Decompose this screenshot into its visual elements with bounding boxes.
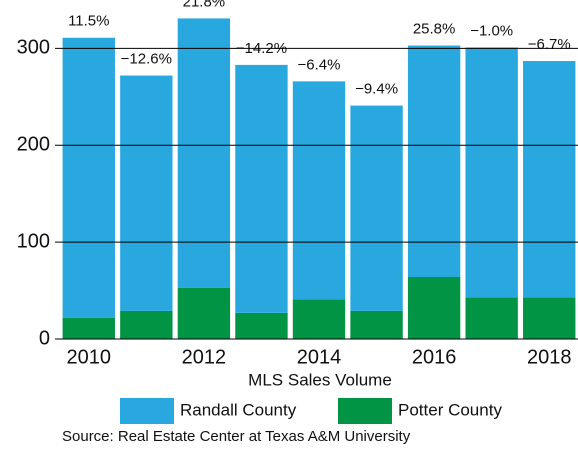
bar-segment: [292, 81, 346, 300]
bar-segment: [62, 37, 115, 318]
bar-segment: [235, 64, 288, 313]
bar-segment: [350, 105, 403, 311]
y-tick-label: 200: [17, 134, 50, 156]
x-tick-label: 2014: [297, 346, 342, 368]
bar-segment: [235, 312, 288, 339]
bar-segment: [523, 61, 576, 298]
bar-segment: [407, 277, 461, 339]
change-label: 11.5%: [68, 13, 109, 30]
change-label: −9.4%: [355, 81, 398, 98]
bar-segment: [177, 287, 231, 339]
x-tick-label: 2010: [67, 346, 112, 368]
change-label: −6.4%: [298, 56, 341, 73]
x-tick-label: 2018: [527, 346, 572, 368]
bar-segment: [62, 317, 115, 339]
x-tick-label: 2016: [412, 346, 457, 368]
bar-segment: [523, 297, 576, 339]
bar-segment: [407, 45, 461, 278]
bar-segment: [292, 299, 346, 339]
legend-label: Potter County: [398, 400, 502, 419]
change-label: −6.7%: [528, 36, 571, 53]
change-label: −1.0%: [470, 22, 513, 39]
bar-segment: [120, 75, 173, 311]
bar-segment: [465, 47, 518, 298]
x-tick-label: 2012: [182, 346, 227, 368]
legend-swatch: [338, 398, 392, 424]
change-label: −12.6%: [121, 51, 172, 68]
y-tick-label: 0: [39, 327, 50, 349]
legend-label: Randall County: [180, 400, 297, 419]
change-label: 25.8%: [413, 20, 456, 37]
change-label: 21.8%: [183, 0, 226, 10]
bar-segment: [465, 297, 518, 339]
legend-swatch: [120, 398, 174, 424]
y-tick-label: 100: [17, 230, 50, 252]
source: Source: Real Estate Center at Texas A&M …: [62, 428, 411, 445]
bar-segment: [120, 310, 173, 339]
bar-segment: [350, 310, 403, 339]
y-tick-label: 300: [17, 37, 50, 59]
x-axis-label: MLS Sales Volume: [248, 370, 392, 389]
bar-segment: [177, 18, 231, 288]
